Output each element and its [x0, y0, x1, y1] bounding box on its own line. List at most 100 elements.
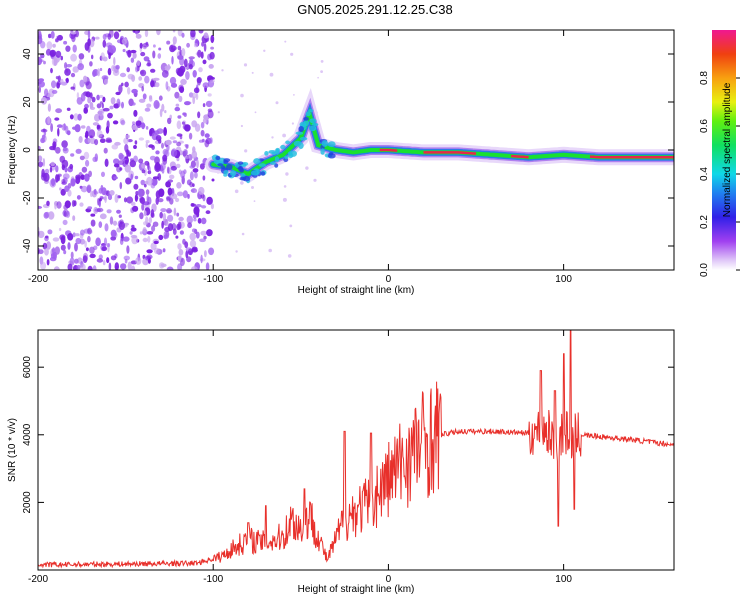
noise-blob [185, 71, 190, 80]
noise-blob [124, 81, 129, 88]
noise-blob [317, 76, 319, 79]
x-tick-label: 0 [386, 574, 392, 585]
noise-blob [133, 145, 137, 149]
noise-blob [126, 245, 130, 254]
noise-blob [191, 246, 198, 251]
ridge-blob [299, 136, 308, 141]
noise-blob [175, 235, 179, 239]
noise-blob [47, 103, 52, 112]
noise-blob [122, 48, 126, 53]
noise-blob [40, 53, 45, 59]
noise-blob [85, 91, 91, 98]
noise-blob [56, 124, 63, 128]
noise-blob [114, 262, 119, 270]
noise-blob [142, 93, 147, 100]
colorbar-label: Normalized spectral amplitude [722, 82, 733, 217]
noise-blob [171, 223, 177, 231]
noise-blob [313, 178, 317, 182]
ridge-blob [260, 171, 266, 176]
colorbar-tick-label: 0.4 [699, 167, 710, 181]
noise-blob [106, 243, 111, 248]
x-tick-label: -100 [203, 574, 223, 585]
noise-blob [96, 124, 100, 130]
noise-blob [170, 45, 177, 51]
noise-blob [72, 215, 76, 221]
noise-blob [79, 202, 84, 207]
noise-blob [83, 151, 90, 160]
noise-blob [162, 148, 168, 156]
ridge-blob [305, 111, 311, 117]
noise-blob [96, 258, 104, 263]
noise-blob [165, 139, 172, 146]
noise-blob [75, 148, 82, 154]
ridge-blob [289, 150, 297, 157]
ridge-blob [270, 161, 276, 165]
noise-blob [193, 43, 198, 48]
noise-blob [80, 185, 88, 193]
noise-blob [189, 181, 194, 188]
noise-blob [54, 117, 60, 121]
noise-blob [113, 57, 116, 66]
noise-blob [193, 218, 197, 222]
noise-blob [290, 52, 294, 56]
noise-blob [151, 225, 156, 232]
noise-blob [112, 120, 119, 125]
colorbar-tick-label: 0.0 [699, 263, 710, 277]
noise-blob [154, 161, 161, 171]
noise-blob [107, 33, 112, 40]
noise-blob [54, 202, 57, 210]
noise-blob [196, 159, 199, 169]
noise-blob [110, 255, 117, 261]
noise-blob [65, 210, 71, 218]
noise-blob [159, 108, 163, 118]
noise-blob [147, 235, 151, 243]
noise-blob [156, 30, 161, 36]
noise-blob [70, 178, 76, 187]
noise-blob [184, 144, 189, 147]
noise-blob [207, 110, 214, 119]
noise-blob [182, 112, 187, 116]
noise-blob [64, 68, 71, 76]
noise-blob [70, 153, 75, 157]
noise-blob [55, 165, 59, 173]
noise-blob [204, 133, 210, 138]
noise-blob [70, 31, 77, 35]
noise-blob [69, 257, 75, 266]
noise-blob [150, 68, 156, 73]
noise-blob [40, 261, 47, 270]
noise-blob [57, 34, 63, 41]
noise-blob [40, 97, 48, 105]
noise-blob [176, 212, 180, 217]
noise-blob [81, 166, 88, 173]
noise-blob [123, 137, 129, 145]
noise-blob [123, 197, 128, 203]
noise-blob [66, 107, 71, 112]
noise-blob [80, 263, 86, 270]
noise-blob [153, 240, 159, 245]
noise-blob [144, 30, 149, 38]
noise-blob [181, 121, 186, 125]
noise-blob [192, 168, 199, 173]
noise-blob [89, 61, 93, 67]
noise-blob [53, 266, 60, 270]
noise-blob [113, 163, 120, 168]
noise-blob [202, 103, 206, 108]
noise-blob [180, 78, 187, 85]
noise-blob [102, 39, 107, 48]
noise-blob [52, 247, 56, 255]
noise-blob [165, 181, 172, 188]
noise-blob [181, 32, 185, 38]
noise-blob [169, 136, 176, 140]
noise-blob [61, 140, 68, 149]
ridge-halo [205, 88, 674, 184]
noise-blob [131, 88, 138, 94]
noise-blob [137, 188, 143, 198]
noise-blob [205, 100, 213, 108]
noise-blob [131, 235, 139, 245]
noise-blob [42, 158, 46, 167]
noise-blob [76, 195, 81, 200]
noise-blob [65, 63, 73, 68]
noise-blob [177, 221, 182, 230]
noise-blob [138, 76, 143, 81]
snr-ylabel: SNR (10 * v/v) [7, 418, 18, 482]
